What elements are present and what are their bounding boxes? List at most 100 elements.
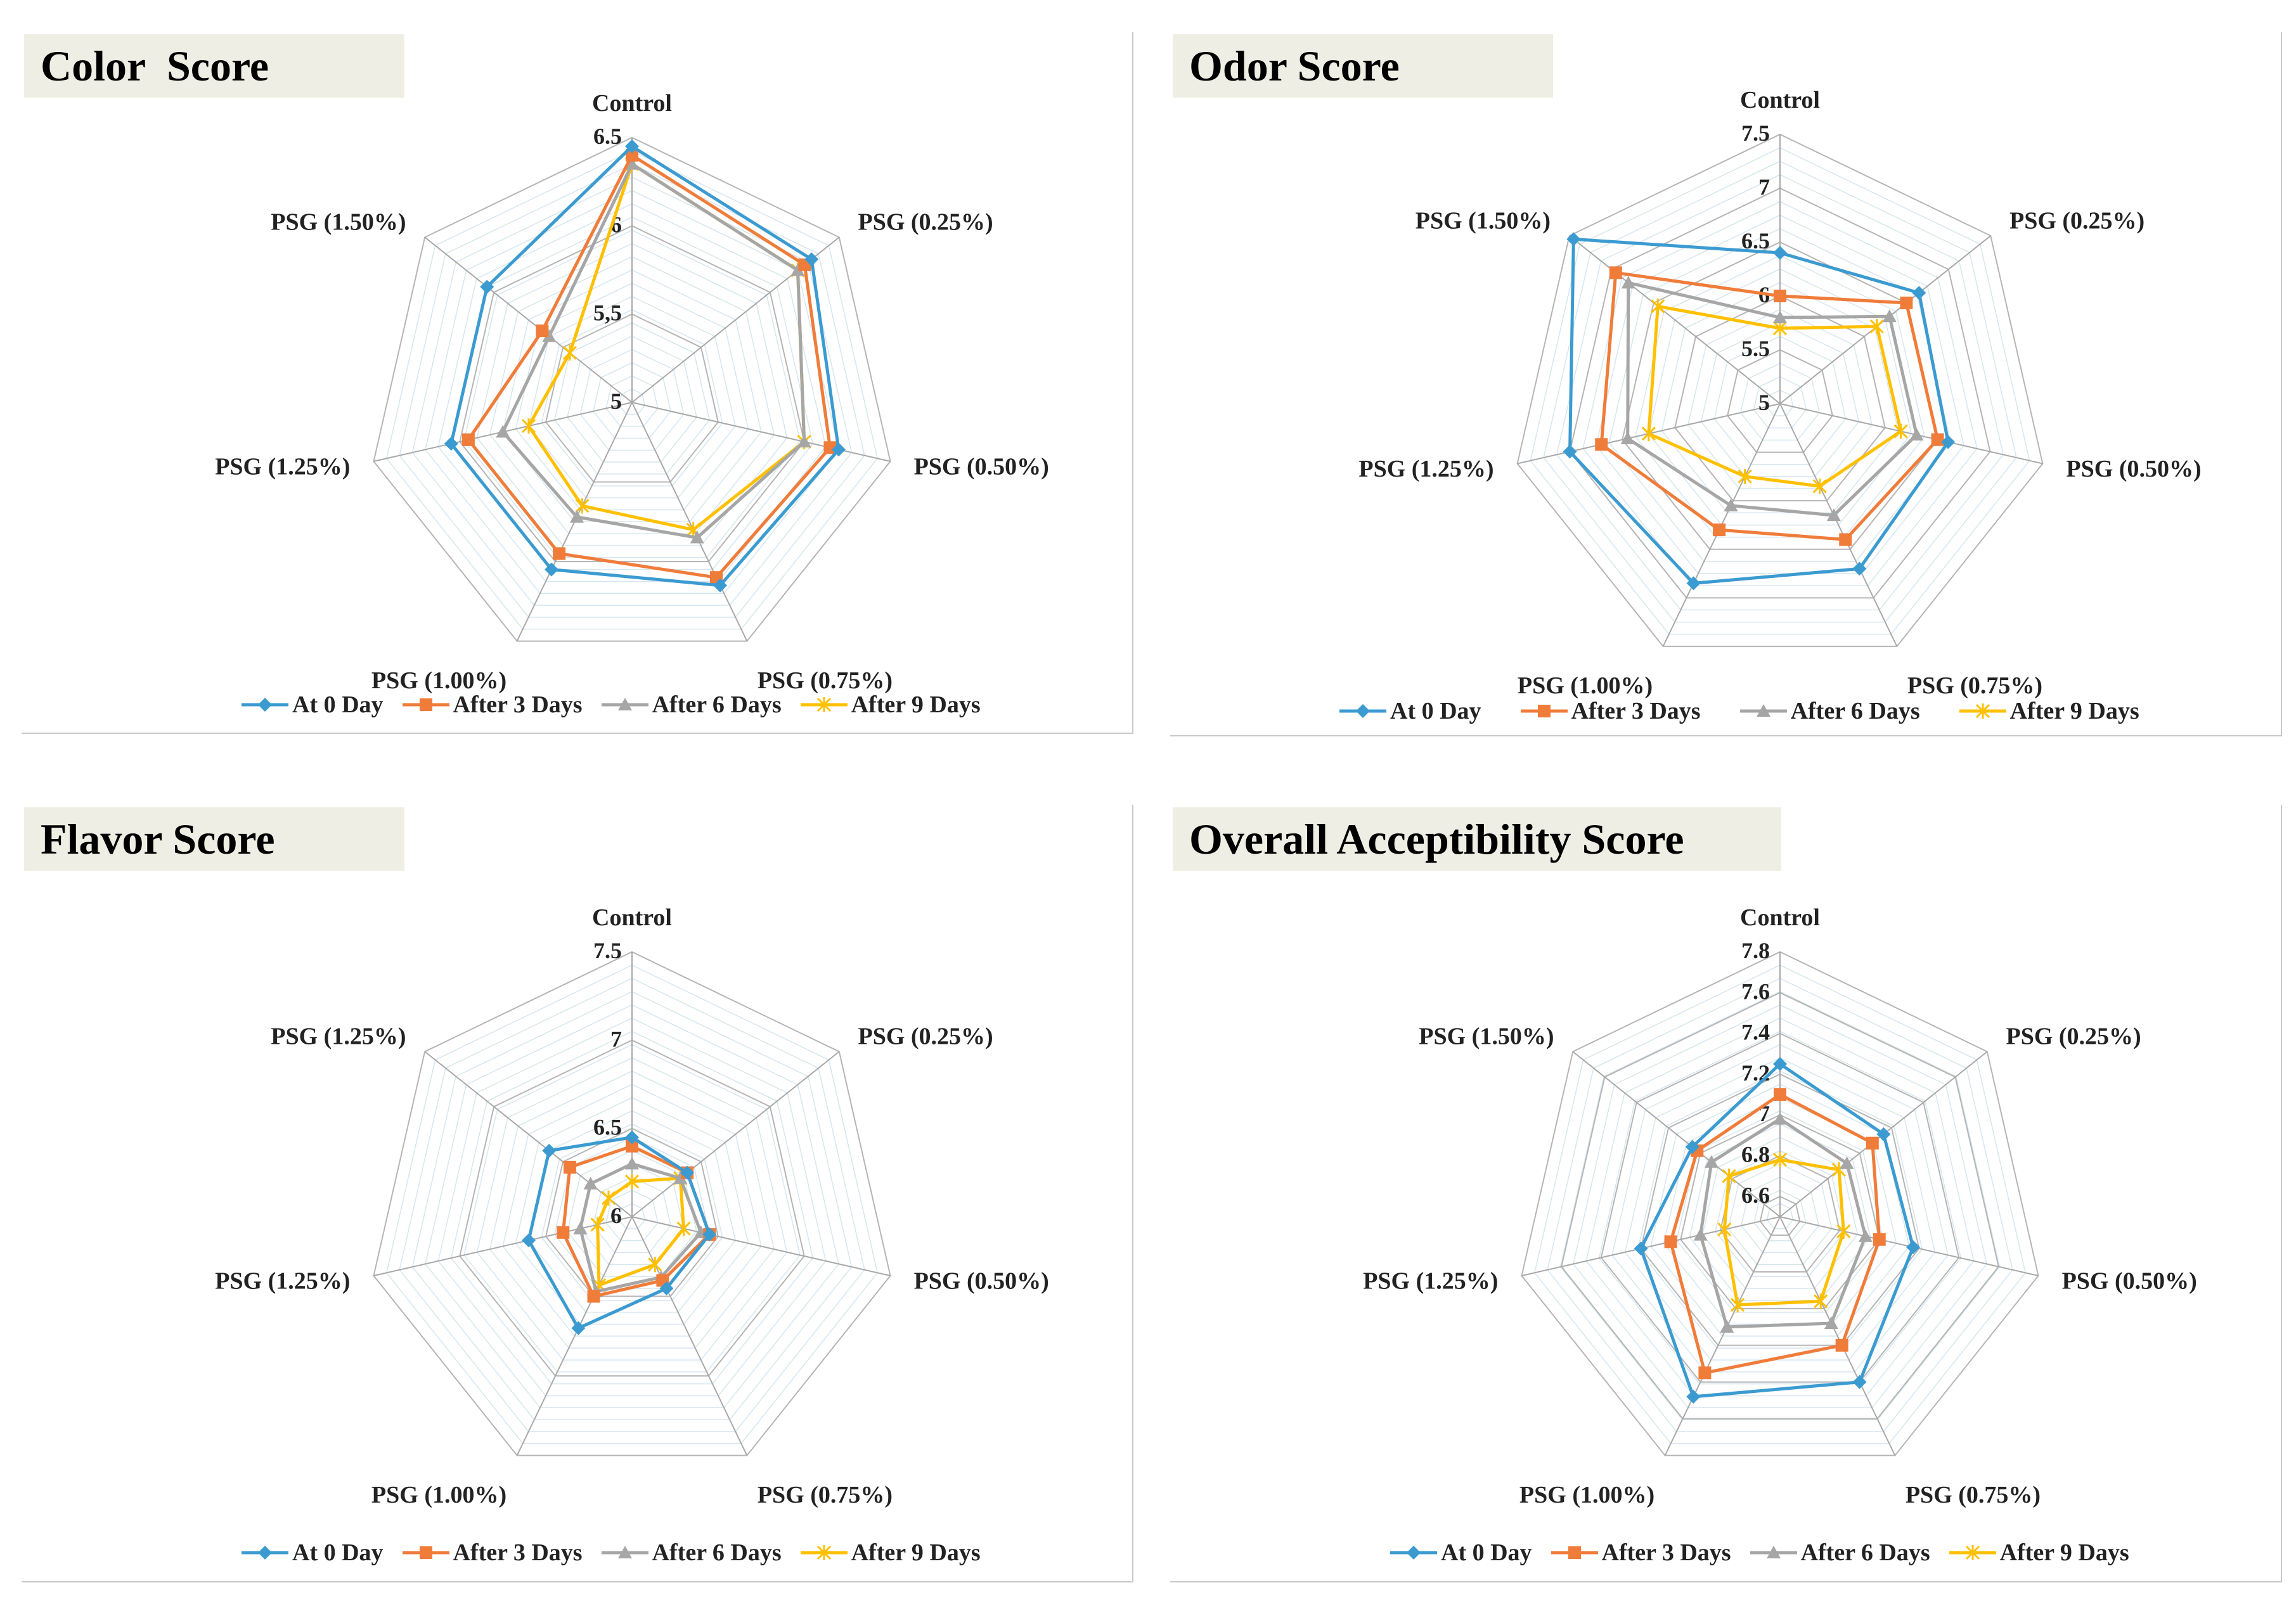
- legend-swatch: [601, 698, 648, 710]
- axis-label: PSG (0.50%): [2062, 1267, 2197, 1294]
- data-point: [1651, 298, 1665, 314]
- data-point: [1931, 433, 1944, 446]
- data-point: [545, 562, 559, 577]
- data-point: [590, 1217, 605, 1233]
- axis-spoke: [1779, 403, 2043, 465]
- data-point: [713, 578, 728, 593]
- data-point: [571, 1321, 586, 1335]
- data-point: [1900, 297, 1913, 310]
- legend-swatch: [1739, 704, 1787, 717]
- data-point: [1698, 1366, 1712, 1380]
- grid-ring: [1687, 309, 1873, 489]
- grid-ring: [1559, 991, 2001, 1420]
- axis-label: PSG (0.25%): [858, 209, 993, 236]
- grid-ring: [399, 977, 865, 1432]
- tick-label: 7.4: [1741, 1020, 1770, 1045]
- grid-ring: [1543, 160, 2017, 623]
- grid-ring: [1700, 322, 1860, 477]
- data-point: [1693, 1228, 1708, 1241]
- grid-ring: [579, 349, 685, 451]
- tick-label: 7.5: [593, 938, 622, 963]
- data-point: [1704, 1155, 1719, 1168]
- axis-label: PSG (1.50%): [1419, 1023, 1554, 1050]
- legend-item: After 6 Days: [600, 1539, 782, 1567]
- axis-spoke: [373, 1216, 633, 1276]
- data-point: [1812, 478, 1827, 494]
- legend-item: At 0 Day: [1338, 697, 1481, 725]
- data-point: [676, 1221, 691, 1236]
- legend-swatch: [1551, 1546, 1598, 1559]
- axis-spoke: [631, 1051, 840, 1217]
- data-point: [1620, 431, 1635, 444]
- legend-item: At 0 Day: [240, 691, 384, 719]
- legend-marker: [1568, 1546, 1581, 1559]
- axis-label: PSG (0.25%): [858, 1023, 993, 1050]
- data-point: [1773, 1056, 1787, 1071]
- grid-ring-major: [1674, 295, 1886, 502]
- grid-ring: [1596, 214, 1964, 574]
- tick-label: 6.5: [593, 124, 622, 149]
- axis-label: PSG (0.50%): [914, 1267, 1049, 1294]
- grid-ring-major: [1600, 1032, 1960, 1383]
- tick-label: 7.5: [1741, 120, 1770, 146]
- legend-label: At 0 Day: [292, 1539, 384, 1566]
- axis-spoke: [424, 236, 633, 403]
- data-point: [573, 1221, 588, 1235]
- data-point: [557, 1226, 570, 1239]
- tick-label: 5.5: [1741, 336, 1770, 361]
- grid-ring: [1689, 1123, 1871, 1301]
- data-point: [648, 1257, 662, 1273]
- data-point: [1882, 309, 1897, 323]
- data-point: [1634, 1241, 1648, 1256]
- grid-ring-major: [1640, 1073, 1920, 1346]
- legend-item: After 6 Days: [1749, 1539, 1930, 1567]
- axis-spoke: [1664, 1216, 1781, 1456]
- legend-label: After 6 Days: [1790, 698, 1920, 724]
- legend-swatch: [242, 1546, 288, 1560]
- axis-spoke: [631, 402, 891, 462]
- grid-ring: [1582, 201, 1978, 586]
- series-line: [449, 144, 841, 587]
- legend-item: After 6 Days: [600, 691, 782, 719]
- data-point: [1730, 1297, 1745, 1313]
- grid-ring-major: [1516, 133, 2044, 647]
- grid-ring: [1753, 376, 1807, 429]
- legend-marker: [258, 1546, 272, 1560]
- data-point: [1641, 426, 1656, 442]
- data-point: [1858, 1229, 1873, 1242]
- grid-ring: [515, 283, 749, 511]
- axis-label: Control: [1740, 904, 1820, 931]
- grid-ring: [1740, 363, 1820, 441]
- data-point: [496, 425, 510, 438]
- axis-label: PSG (0.50%): [2066, 456, 2201, 482]
- legend-label: After 9 Days: [851, 1539, 981, 1566]
- grid-ring: [541, 309, 723, 487]
- grid-ring: [437, 1017, 827, 1397]
- series-line: [527, 1135, 712, 1330]
- series-line: [596, 1176, 686, 1288]
- grid-ring: [1547, 977, 2013, 1432]
- axis-spoke: [1779, 1216, 1896, 1456]
- axis-spoke: [1572, 1051, 1781, 1217]
- legend-swatch: [1339, 704, 1386, 718]
- grid-ring: [489, 1070, 775, 1349]
- data-point: [444, 437, 458, 451]
- legend-marker: [1537, 705, 1551, 717]
- axis-label: PSG (1.00%): [1519, 1482, 1654, 1508]
- grid-ring: [618, 388, 646, 415]
- data-point: [480, 279, 494, 294]
- grid-ring: [425, 1004, 839, 1409]
- grid-ring: [1741, 1176, 1819, 1254]
- chart-panel-flavor: Flavor Score 6 6.5 7 7.5 Control PSG (0.25%) P…: [22, 805, 1133, 1582]
- grid-ring: [1753, 1190, 1807, 1241]
- tick-label: 6.6: [1741, 1183, 1770, 1208]
- data-point: [1724, 498, 1738, 511]
- legend-marker: [258, 698, 272, 712]
- legend-label: After 9 Days: [851, 691, 981, 718]
- chart-panel-color: Color Score 5 5,5 6 6.5 Control PSG (0.25%) PS…: [22, 32, 1133, 734]
- legend-marker: [816, 697, 831, 712]
- tick-label: 6.5: [593, 1115, 622, 1140]
- data-point: [625, 157, 639, 170]
- legend-label: After 6 Days: [652, 691, 782, 718]
- legend-item: After 9 Days: [1948, 1539, 2129, 1567]
